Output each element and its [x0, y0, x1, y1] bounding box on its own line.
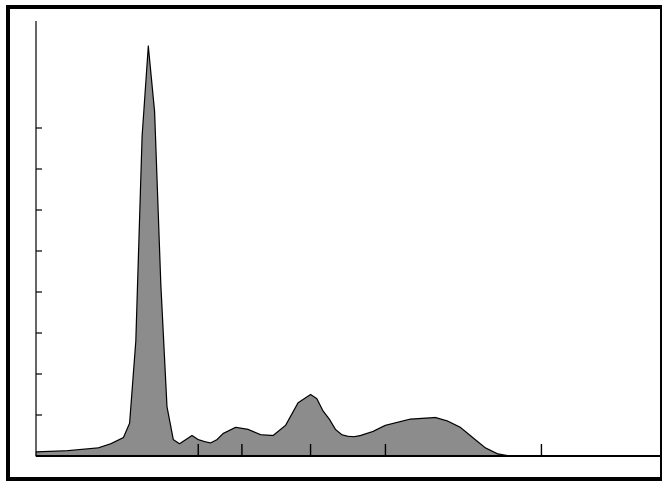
chart-frame — [6, 5, 662, 481]
series-area-0 — [35, 45, 660, 457]
histogram-chart — [35, 21, 660, 457]
